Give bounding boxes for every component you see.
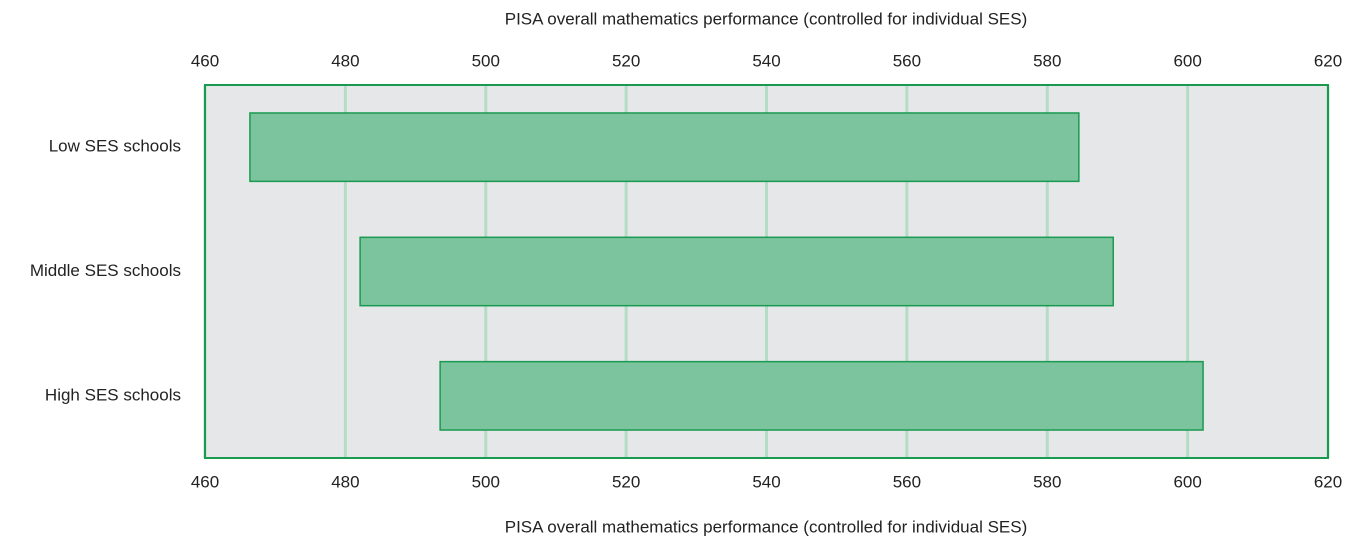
x-tick-label: 460 bbox=[191, 472, 219, 491]
y-tick-label: High SES schools bbox=[45, 385, 181, 404]
x-tick-label: 580 bbox=[1033, 472, 1061, 491]
x-axis-title-top: PISA overall mathematics performance (co… bbox=[505, 9, 1028, 28]
bar bbox=[249, 112, 1080, 183]
y-tick-label: Middle SES schools bbox=[30, 261, 181, 280]
x-tick-label: 480 bbox=[331, 472, 359, 491]
x-axis-title: PISA overall mathematics performance (co… bbox=[505, 517, 1028, 536]
x-tick-label-top: 520 bbox=[612, 51, 640, 70]
bar bbox=[359, 236, 1114, 307]
x-tick-label-top: 540 bbox=[752, 51, 780, 70]
x-tick-label: 540 bbox=[752, 472, 780, 491]
x-tick-label-top: 580 bbox=[1033, 51, 1061, 70]
x-tick-label-top: 460 bbox=[191, 51, 219, 70]
x-tick-label: 520 bbox=[612, 472, 640, 491]
x-tick-label-top: 600 bbox=[1173, 51, 1201, 70]
x-tick-label-top: 620 bbox=[1314, 51, 1342, 70]
x-tick-label: 560 bbox=[893, 472, 921, 491]
x-tick-label: 620 bbox=[1314, 472, 1342, 491]
x-tick-label: 600 bbox=[1173, 472, 1201, 491]
x-tick-label-top: 560 bbox=[893, 51, 921, 70]
x-tick-label-top: 480 bbox=[331, 51, 359, 70]
x-tick-label: 500 bbox=[472, 472, 500, 491]
bar bbox=[439, 360, 1204, 431]
plot-border bbox=[204, 84, 1329, 459]
y-tick-label: Low SES schools bbox=[49, 137, 181, 156]
x-tick-label-top: 500 bbox=[472, 51, 500, 70]
